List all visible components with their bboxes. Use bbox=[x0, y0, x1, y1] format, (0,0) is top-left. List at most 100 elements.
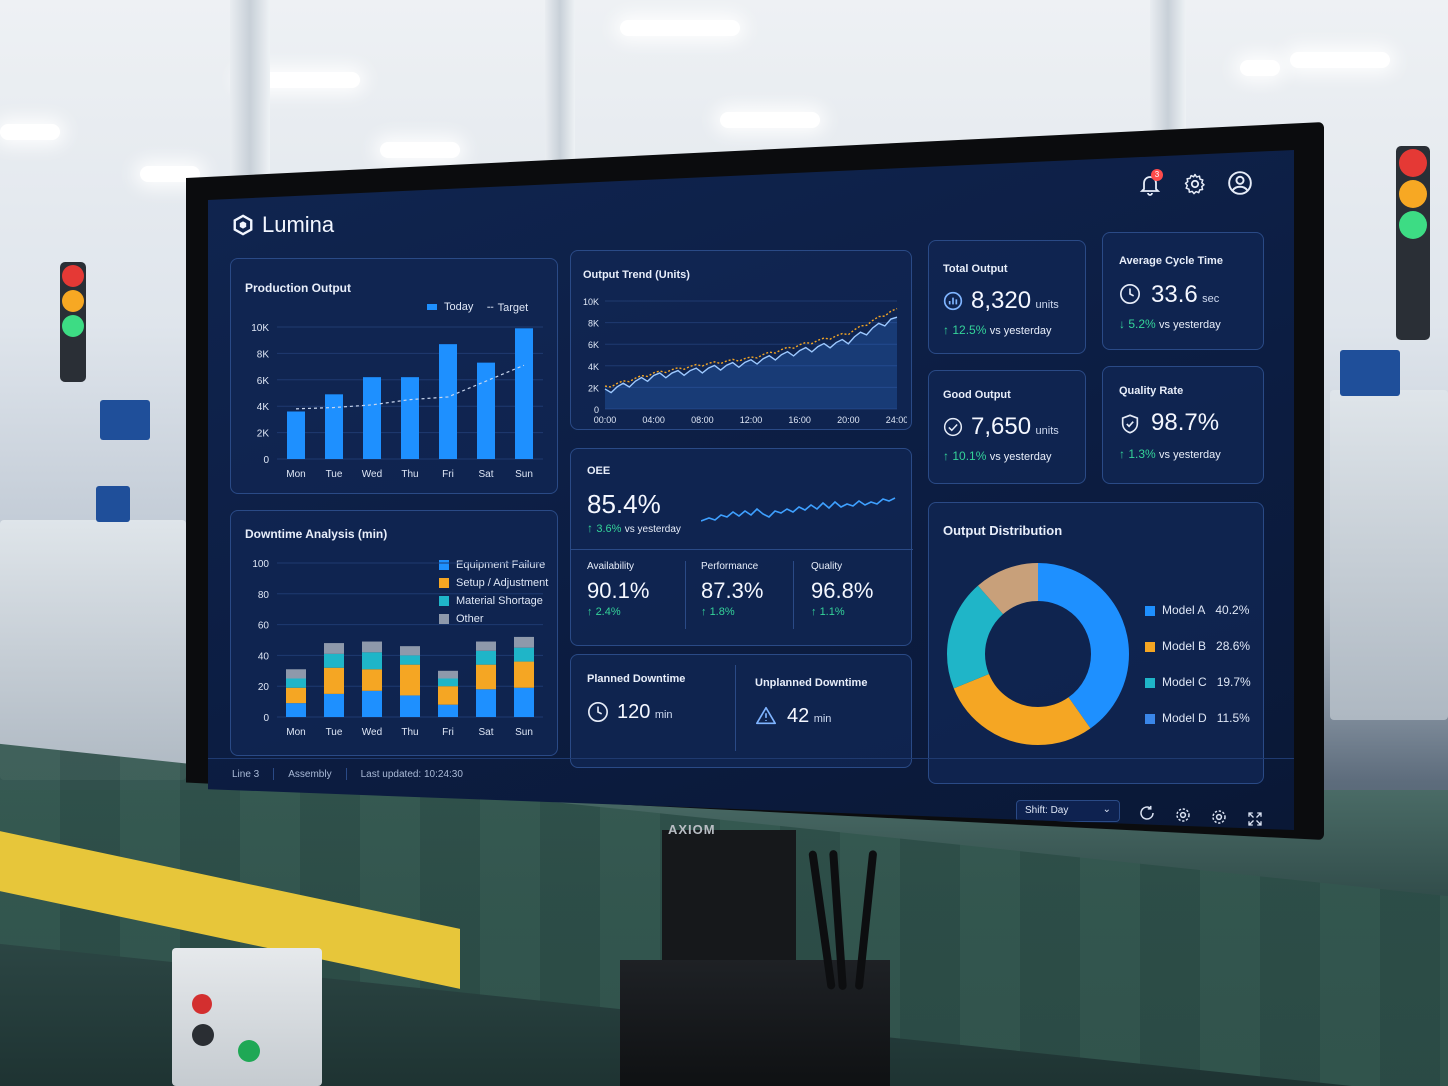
legend-target: ╌ Target bbox=[487, 301, 528, 314]
divider bbox=[793, 561, 794, 629]
shift-select[interactable]: Shift: Day ⌄ bbox=[1016, 800, 1120, 822]
total-output-value: 8,320 bbox=[971, 287, 1032, 314]
arrow-up-icon: ↑ bbox=[587, 606, 593, 618]
clock-icon bbox=[1120, 284, 1140, 304]
stacked-bar-segment bbox=[514, 687, 534, 717]
legend-swatch bbox=[439, 614, 449, 625]
chevron-down-icon: ⌄ bbox=[1102, 804, 1111, 815]
legend-label: Material Shortage bbox=[456, 595, 543, 607]
y-tick-label: 6K bbox=[257, 376, 270, 387]
good-output-delta-row: ↑ 10.1% vs yesterday bbox=[943, 449, 1051, 463]
y-tick-label: 40 bbox=[258, 651, 270, 662]
y-tick-label: 8K bbox=[588, 319, 599, 329]
arrow-down-icon: ↓ bbox=[1119, 317, 1125, 331]
stacked-bar-segment bbox=[286, 669, 306, 679]
control-box bbox=[172, 948, 322, 1086]
legend-label: Model A bbox=[1162, 603, 1206, 617]
stacked-bar-segment bbox=[324, 643, 344, 654]
production-output-chart: 0 2K 4K 6K 8K 10K Mon Tue Wed Thu Fri Sat Sun bbox=[251, 323, 543, 480]
legend-today: Today bbox=[427, 301, 473, 313]
machine bbox=[1340, 350, 1400, 396]
x-tick-label: 00:00 bbox=[594, 415, 617, 425]
hexagon-logo-icon bbox=[233, 214, 253, 236]
distribution-legend-item: Model C 19.7% bbox=[1145, 675, 1251, 689]
y-tick-label: 4K bbox=[588, 362, 599, 372]
quality-metric: Quality 96.8% ↑ 1.1% bbox=[811, 561, 873, 618]
legend-swatch bbox=[439, 560, 449, 571]
output-distribution-title: Output Distribution bbox=[943, 523, 1063, 538]
arrow-up-icon: ↑ bbox=[587, 521, 593, 535]
legend-percent: 19.7% bbox=[1216, 675, 1251, 689]
donut-slice bbox=[947, 563, 1129, 745]
legend-equipment-failure: Equipment Failure bbox=[439, 559, 548, 571]
x-tick-label: Sat bbox=[478, 727, 493, 738]
avg-cycle-title: Average Cycle Time bbox=[1119, 255, 1223, 267]
stacked-bar-segment bbox=[438, 704, 458, 717]
bar-today bbox=[439, 344, 457, 459]
output-trend-title: Output Trend (Units) bbox=[583, 269, 690, 281]
downtime-chart: 0 20 40 60 80 100 Mon Tue Wed Thu Fri Sat Sun bbox=[252, 559, 543, 738]
ceiling-light bbox=[140, 166, 200, 182]
legend-label: Target bbox=[497, 302, 529, 314]
legend-percent: 11.5% bbox=[1216, 711, 1250, 725]
bar-today bbox=[401, 377, 419, 459]
settings-button[interactable] bbox=[1183, 172, 1209, 198]
y-tick-label: 6K bbox=[588, 340, 599, 350]
notifications-button[interactable]: 3 bbox=[1138, 169, 1164, 198]
total-output-card: Total Output 8,320 units ↑ 12.5% vs yest… bbox=[928, 240, 1086, 354]
warning-icon bbox=[756, 706, 776, 725]
legend-setup-adjustment: Setup / Adjustment bbox=[439, 577, 548, 589]
y-tick-label: 2K bbox=[588, 383, 599, 393]
y-tick-label: 8K bbox=[257, 349, 270, 360]
target-line bbox=[295, 364, 525, 410]
settings-alt-icon[interactable] bbox=[1210, 808, 1228, 826]
profile-button[interactable] bbox=[1227, 170, 1253, 196]
legend-label: Model C bbox=[1162, 675, 1207, 689]
legend-label: Today bbox=[444, 301, 474, 313]
stacked-bar-segment bbox=[476, 664, 496, 690]
chart-circle-icon bbox=[943, 291, 963, 311]
availability-delta: 2.4% bbox=[595, 606, 621, 618]
legend-other: Other bbox=[439, 613, 548, 625]
app-logo[interactable]: Lumina bbox=[232, 212, 334, 238]
legend-swatch bbox=[439, 578, 449, 589]
total-output-vs: vs yesterday bbox=[989, 325, 1052, 337]
x-tick-label: 08:00 bbox=[691, 415, 714, 425]
quality-delta-row: ↑ 1.1% bbox=[811, 606, 873, 618]
distribution-legend-item: Model D 11.5% bbox=[1145, 711, 1251, 725]
footer-area: Assembly bbox=[288, 768, 332, 780]
output-trend-chart: 0 2K 4K 6K 8K 10K 00:00 04:00 08:00 12:00 16:00 20:… bbox=[583, 297, 907, 425]
arrow-up-icon: ↑ bbox=[811, 606, 817, 618]
y-tick-label: 0 bbox=[263, 713, 269, 724]
pillar bbox=[230, 0, 270, 180]
expand-icon[interactable] bbox=[1246, 810, 1264, 828]
total-output-delta-row: ↑ 12.5% vs yesterday bbox=[943, 323, 1051, 337]
divider bbox=[735, 665, 736, 751]
y-tick-label: 4K bbox=[257, 402, 270, 413]
downtime-analysis-panel: Downtime Analysis (min) Equipment Failur… bbox=[230, 510, 558, 756]
divider bbox=[685, 561, 686, 629]
avg-cycle-unit: sec bbox=[1202, 293, 1220, 305]
availability-value: 90.1% bbox=[587, 578, 650, 603]
arrow-up-icon: ↑ bbox=[1119, 447, 1125, 461]
x-tick-label: Sun bbox=[515, 469, 533, 480]
refresh-icon[interactable] bbox=[1138, 804, 1156, 822]
quality-label: Quality bbox=[811, 561, 843, 572]
gear-icon[interactable] bbox=[1174, 806, 1192, 824]
x-tick-label: Wed bbox=[362, 727, 382, 738]
x-tick-label: Tue bbox=[326, 727, 343, 738]
performance-metric: Performance 87.3% ↑ 1.8% bbox=[701, 561, 763, 618]
good-output-value: 7,650 bbox=[971, 413, 1032, 440]
x-tick-label: 16:00 bbox=[788, 415, 811, 425]
footer-divider bbox=[208, 758, 1294, 759]
good-output-card: Good Output 7,650 units ↑ 10.1% vs yeste… bbox=[928, 370, 1086, 484]
stacked-bar-segment bbox=[400, 655, 420, 665]
divider bbox=[571, 549, 913, 550]
availability-delta-row: ↑ 2.4% bbox=[587, 606, 649, 618]
y-tick-label: 20 bbox=[258, 682, 270, 693]
total-output-delta: 12.5% bbox=[952, 323, 987, 337]
quality-value: 96.8% bbox=[811, 578, 874, 603]
notification-badge: 3 bbox=[1151, 169, 1163, 181]
signal-tower bbox=[1396, 146, 1430, 340]
good-output-vs: vs yesterday bbox=[989, 451, 1052, 463]
